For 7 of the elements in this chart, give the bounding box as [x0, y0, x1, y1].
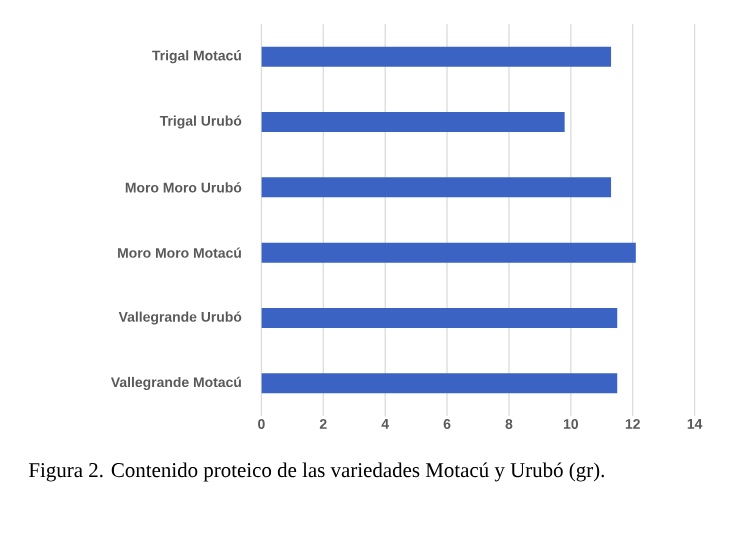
text: Figura 2. Contenido proteico de las variedades Motacú y Urubó (gr). — [28, 462, 604, 482]
bar — [261, 112, 565, 133]
bar — [261, 46, 612, 67]
bar — [261, 373, 618, 394]
bar — [261, 242, 636, 263]
bar — [261, 308, 618, 329]
bar — [261, 177, 612, 198]
